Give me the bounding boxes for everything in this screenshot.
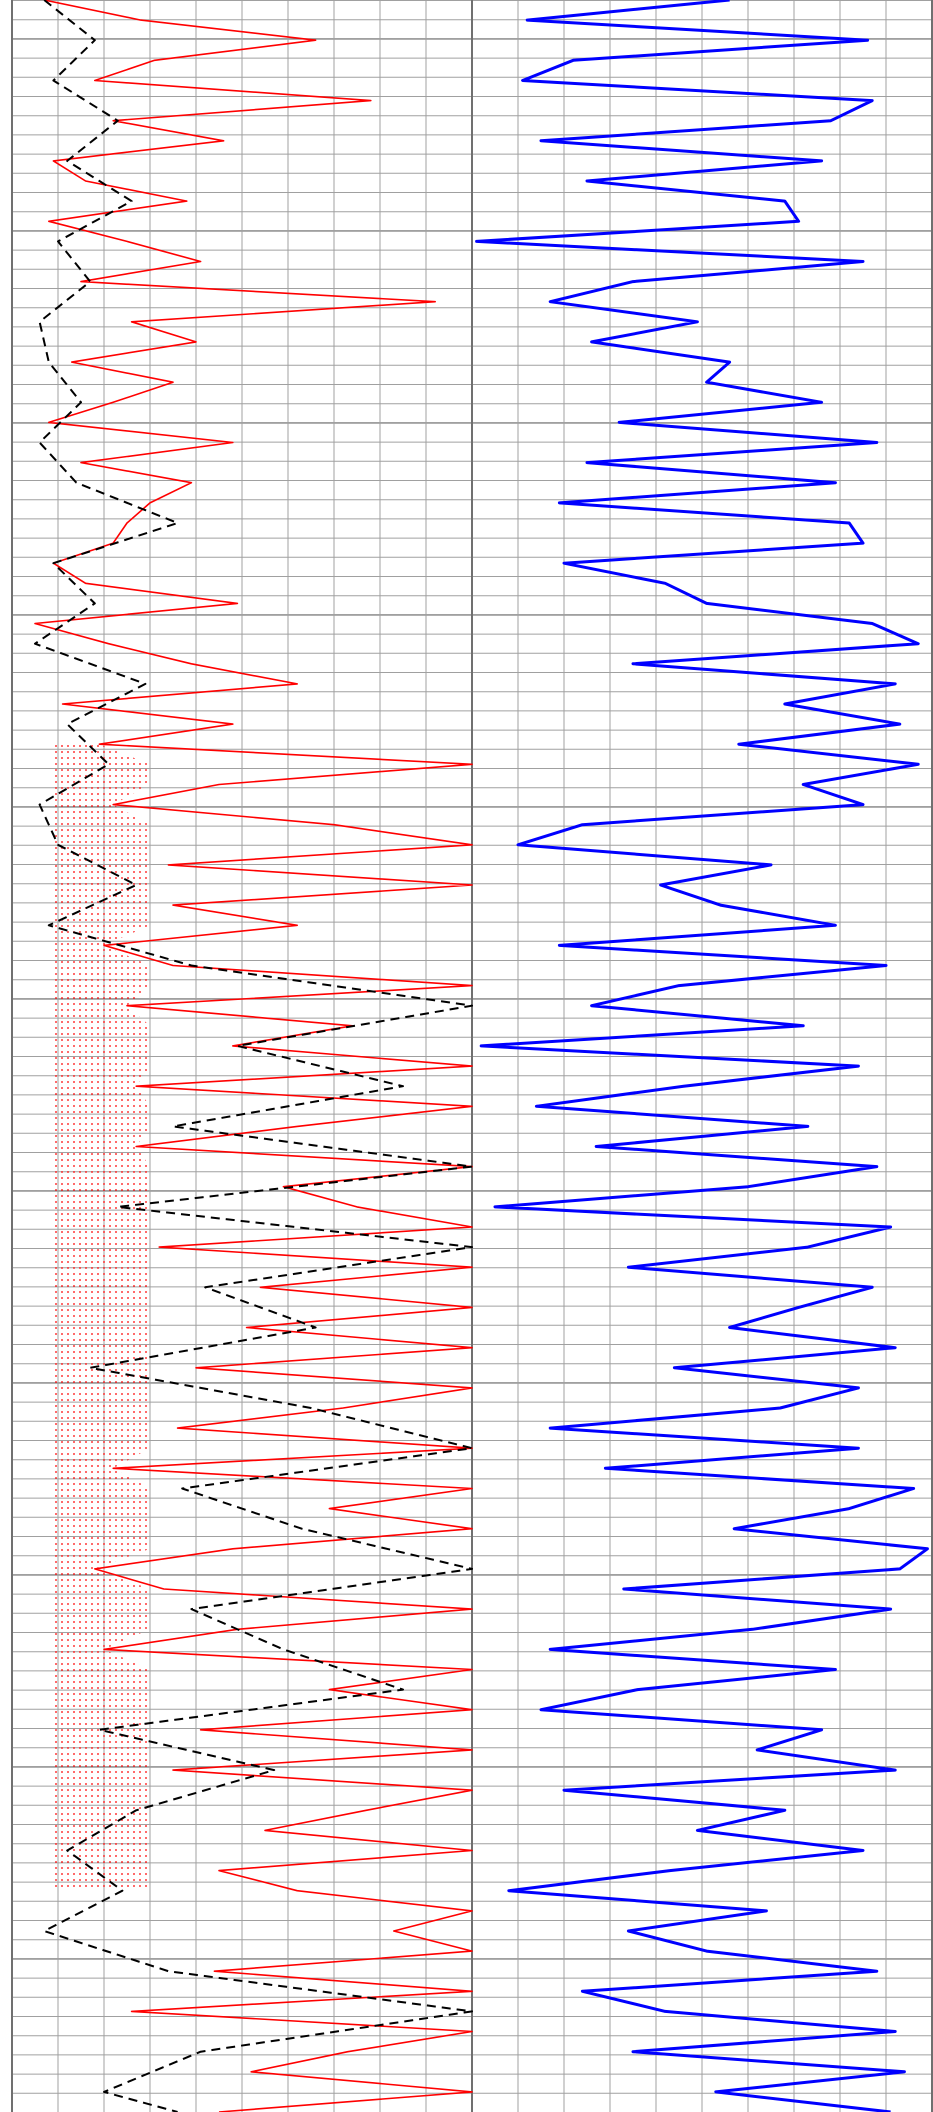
log-grid <box>11 0 933 2112</box>
blue-curve-track-2 <box>475 0 929 2112</box>
red-curve-track-1 <box>34 0 473 2112</box>
log-curves <box>34 0 929 2112</box>
dotted-shading <box>53 744 150 1891</box>
shaded-fill <box>53 744 150 1891</box>
dashed-curve-track-1 <box>34 0 473 2112</box>
